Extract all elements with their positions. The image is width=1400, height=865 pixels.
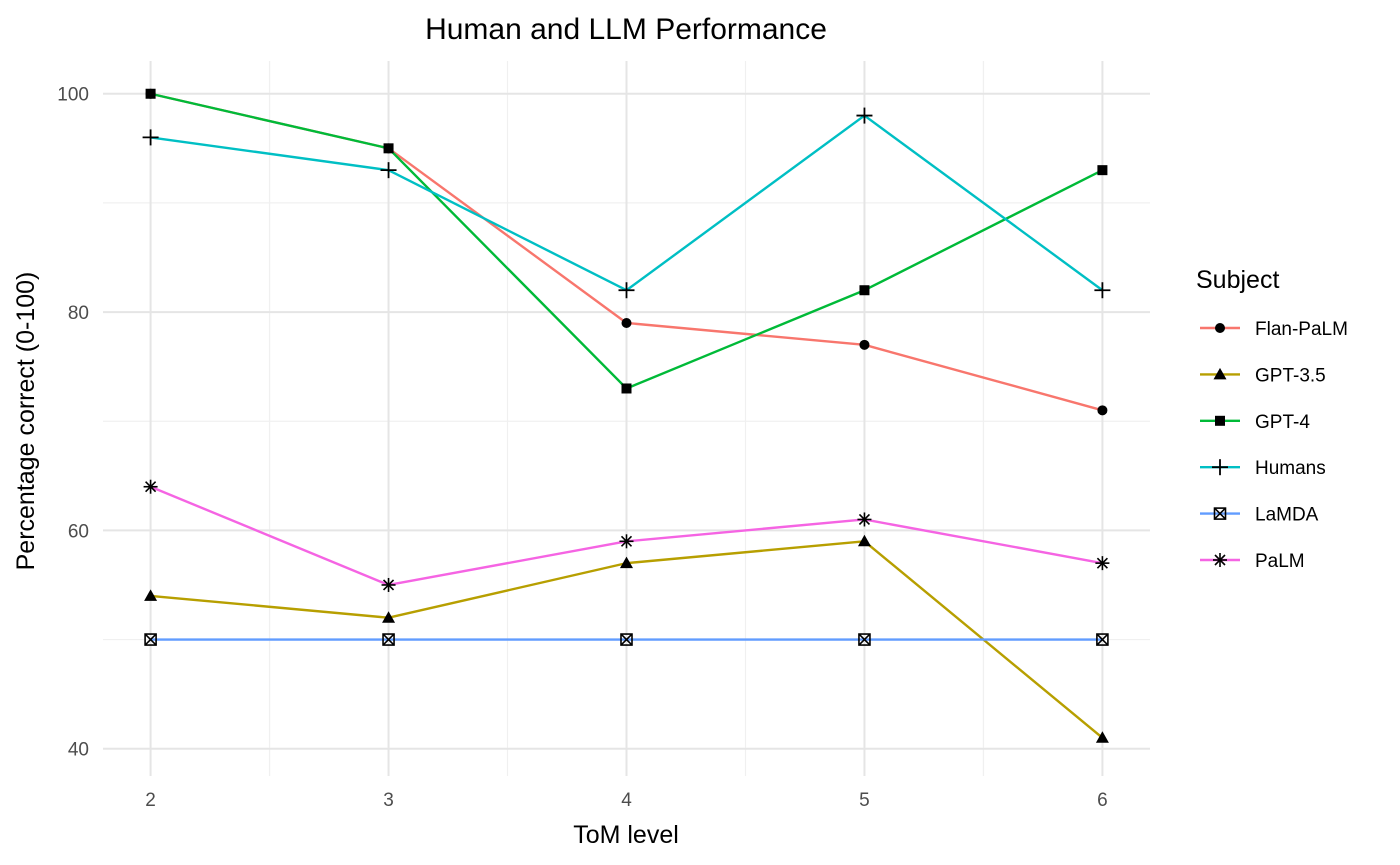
data-point-palm xyxy=(143,479,158,494)
legend-marker xyxy=(1213,367,1227,380)
legend-item-palm: PaLM xyxy=(1200,551,1305,572)
data-point-gpt-3-5 xyxy=(857,534,871,547)
legend-label: GPT-3.5 xyxy=(1255,365,1326,386)
legend-title: Subject xyxy=(1196,266,1279,294)
grid xyxy=(103,61,1150,776)
data-point-gpt-3-5 xyxy=(620,556,633,569)
data-point-lamda xyxy=(620,633,633,646)
legend: Subject Flan-PaLM GPT-3.5 GPT-4 Humans LaMDA… xyxy=(1196,266,1348,572)
data-point-gpt-4 xyxy=(1097,165,1108,176)
axes: 2 3 4 5 6 40 60 80 100 xyxy=(57,85,1107,811)
legend-marker xyxy=(1215,415,1225,426)
data-point-gpt-3-5 xyxy=(1095,731,1109,743)
x-tick-label: 3 xyxy=(383,790,394,811)
legend-item-lamda: LaMDA xyxy=(1200,505,1319,526)
data-point-lamda xyxy=(144,633,157,646)
data-point-flan-palm xyxy=(859,339,870,350)
data-point-gpt-4 xyxy=(145,88,156,99)
legend-label: Flan-PaLM xyxy=(1255,319,1348,340)
legend-marker xyxy=(1215,323,1225,333)
data-point-palm xyxy=(1095,556,1110,571)
x-axis-title: ToM level xyxy=(573,821,679,849)
series-lines xyxy=(142,88,1111,743)
data-point-palm xyxy=(619,534,634,549)
data-point-lamda xyxy=(382,633,395,646)
data-point-gpt-3-5 xyxy=(144,589,158,601)
y-tick-label: 40 xyxy=(68,740,89,761)
legend-label: LaMDA xyxy=(1255,505,1319,526)
legend-item-gpt-3-5: GPT-3.5 xyxy=(1200,365,1326,386)
y-axis-title: Percentage correct (0-100) xyxy=(12,272,40,571)
data-point-humans xyxy=(1094,282,1111,299)
data-point-palm xyxy=(381,577,396,592)
x-tick-label: 4 xyxy=(621,790,632,811)
data-point-humans xyxy=(618,282,635,299)
data-point-humans xyxy=(142,129,159,146)
y-tick-label: 100 xyxy=(57,85,89,106)
legend-item-humans: Humans xyxy=(1200,458,1326,479)
x-tick-label: 5 xyxy=(859,790,870,811)
data-point-gpt-3-5 xyxy=(382,611,396,623)
data-point-gpt-4 xyxy=(383,143,394,154)
legend-item-flan-palm: Flan-PaLM xyxy=(1200,319,1348,340)
series-points xyxy=(142,88,1111,743)
y-tick-label: 80 xyxy=(68,303,89,324)
x-tick-label: 6 xyxy=(1097,790,1108,811)
legend-item-gpt-4: GPT-4 xyxy=(1200,412,1310,433)
y-tick-label: 60 xyxy=(68,521,89,542)
chart-title: Human and LLM Performance xyxy=(425,13,827,46)
legend-marker xyxy=(1212,459,1228,476)
data-point-flan-palm xyxy=(621,317,632,328)
data-point-flan-palm xyxy=(1097,405,1108,416)
legend-marker xyxy=(1213,553,1227,567)
data-point-gpt-4 xyxy=(621,383,632,394)
data-point-lamda xyxy=(1096,633,1109,646)
data-point-gpt-4 xyxy=(859,285,870,296)
legend-label: Humans xyxy=(1255,458,1326,479)
x-tick-label: 2 xyxy=(145,790,156,811)
legend-label: GPT-4 xyxy=(1255,412,1310,433)
legend-label: PaLM xyxy=(1255,551,1305,572)
legend-marker xyxy=(1213,507,1227,520)
data-point-palm xyxy=(857,512,872,527)
data-point-lamda xyxy=(858,633,871,646)
data-point-humans xyxy=(380,162,397,179)
data-point-humans xyxy=(856,107,873,124)
